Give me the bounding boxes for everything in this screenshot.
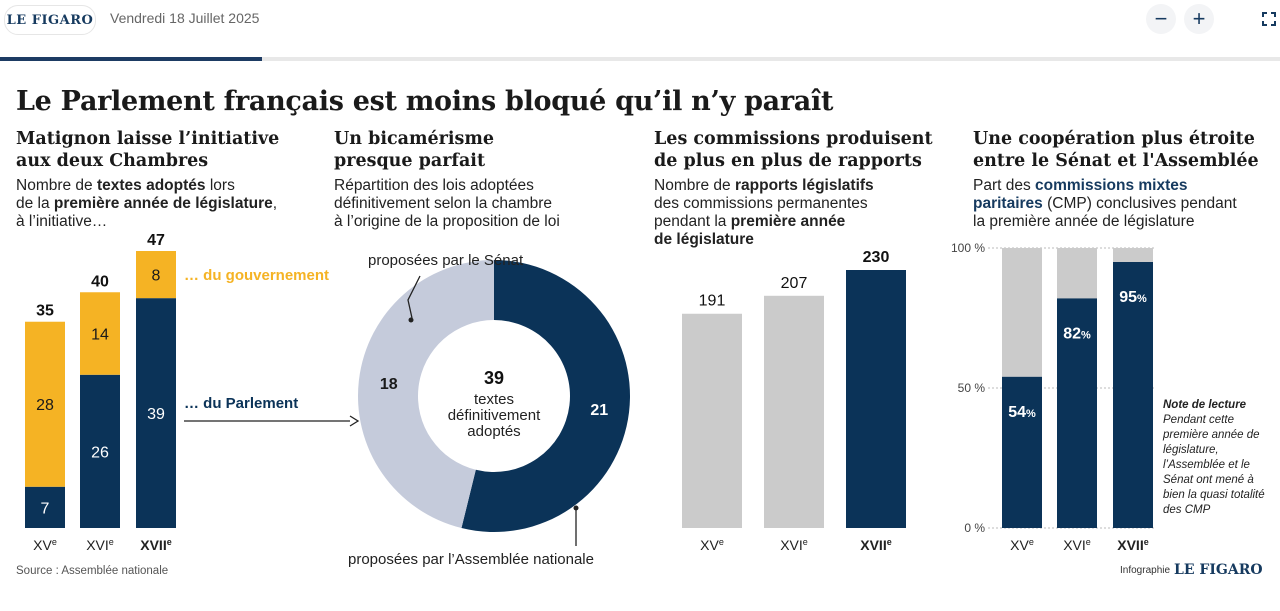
section-3-subtitle: Nombre de rapports législatifs des commi…	[654, 177, 874, 248]
donut-label-assemblee: proposées par l’Assemblée nationale	[348, 551, 594, 568]
y-tick-label: 50 %	[958, 381, 986, 395]
bar	[682, 313, 742, 528]
y-tick-label: 100 %	[951, 241, 985, 255]
bar-value-label: 14	[91, 327, 109, 344]
bar-cmp-share	[1002, 376, 1042, 528]
legend-parlement: … du Parlement	[184, 395, 298, 412]
x-tick-label: XVe	[1010, 537, 1034, 553]
donut-value-label: 18	[380, 376, 398, 393]
donut-value-label: 21	[590, 402, 608, 419]
donut-slice	[461, 260, 630, 532]
bar-value-label: 7	[41, 500, 50, 517]
x-tick-label: XVIIe	[140, 537, 171, 553]
section-1-title: Matignon laisse l’initiative aux deux Ch…	[16, 129, 280, 171]
donut-leader-dot	[573, 505, 579, 511]
minus-icon: −	[1154, 6, 1168, 31]
y-tick-label: 0 %	[964, 521, 985, 535]
infographic-credit: Infographie LE FIGARO	[1120, 562, 1263, 578]
x-tick-label: XVIe	[86, 537, 114, 553]
bar-value-label: 82%	[1063, 325, 1091, 342]
bar-value-label: 95%	[1119, 289, 1147, 306]
section-1-subtitle: Nombre de textes adoptés lors de la prem…	[16, 177, 278, 230]
bar-value-label: 191	[699, 293, 726, 310]
publication-date: Vendredi 18 Juillet 2025	[110, 10, 260, 26]
bar-value-label: 230	[863, 249, 890, 266]
x-tick-label: XVe	[33, 537, 57, 553]
donut-center-label: adoptés	[467, 423, 520, 440]
donut-leader-senat	[407, 275, 421, 319]
bar-value-label: 28	[36, 397, 54, 414]
bar-total-label: 47	[147, 232, 165, 249]
donut-label-senat: proposées par le Sénat	[368, 252, 524, 269]
bar-segment	[25, 321, 65, 487]
fullscreen-icon	[1262, 12, 1276, 26]
bar-segment	[136, 298, 176, 528]
section-4-title: Une coopération plus étroite entre le Sé…	[973, 129, 1259, 171]
bar-value-label: 207	[781, 275, 808, 292]
zoom-in-button[interactable]: +	[1184, 4, 1214, 34]
bar-segment	[80, 374, 120, 528]
top-bar: LE FIGARO Vendredi 18 Juillet 2025 − +	[0, 0, 1280, 58]
bar-remainder	[1002, 248, 1042, 377]
reading-note: Note de lecture Pendant cette première a…	[1163, 399, 1265, 516]
bar-remainder	[1113, 248, 1153, 262]
bar	[764, 295, 824, 528]
section-2-title: Un bicamérisme presque parfait	[334, 129, 494, 171]
bar-total-label: 35	[36, 303, 54, 320]
bar-segment	[80, 292, 120, 375]
bar	[846, 270, 906, 528]
bar-segment	[25, 486, 65, 528]
x-tick-label: XVe	[700, 537, 724, 553]
bar-cmp-share	[1113, 262, 1153, 528]
source-note: Source : Assemblée nationale	[16, 565, 169, 577]
bar-cmp-share	[1057, 298, 1097, 528]
bar-total-label: 40	[91, 273, 109, 290]
x-tick-label: XVIe	[780, 537, 808, 553]
x-tick-label: XVIIe	[860, 537, 891, 553]
fullscreen-button[interactable]	[1254, 4, 1280, 34]
legend-gouvernement: … du gouvernement	[184, 267, 329, 284]
bar-segment	[136, 251, 176, 299]
plus-icon: +	[1192, 6, 1206, 31]
donut-center-label: définitivement	[448, 407, 541, 424]
bar-value-label: 8	[152, 268, 161, 285]
arrow-head	[349, 415, 360, 427]
donut-center-value: 39	[484, 368, 504, 388]
section-3-title: Les commissions produisent de plus en pl…	[654, 129, 933, 171]
donut-slice	[358, 260, 494, 529]
reading-progress	[0, 57, 1280, 61]
reading-progress-fill	[0, 57, 263, 61]
infographic-title: Le Parlement français est moins bloqué q…	[16, 86, 834, 117]
x-tick-label: XVIe	[1063, 537, 1091, 553]
x-tick-label: XVIIe	[1117, 537, 1148, 553]
donut-center-label: textes	[474, 391, 514, 408]
section-2-subtitle: Répartition des lois adoptées définitive…	[334, 177, 560, 230]
bar-value-label: 39	[147, 406, 165, 423]
donut-leader-dot	[408, 317, 414, 323]
zoom-out-button[interactable]: −	[1146, 4, 1176, 34]
bar-value-label: 54%	[1008, 404, 1036, 421]
bar-remainder	[1057, 248, 1097, 299]
section-4-subtitle: Part des commissions mixtes paritaires (…	[973, 177, 1237, 230]
bar-value-label: 26	[91, 444, 109, 461]
figaro-logo[interactable]: LE FIGARO	[4, 5, 96, 35]
